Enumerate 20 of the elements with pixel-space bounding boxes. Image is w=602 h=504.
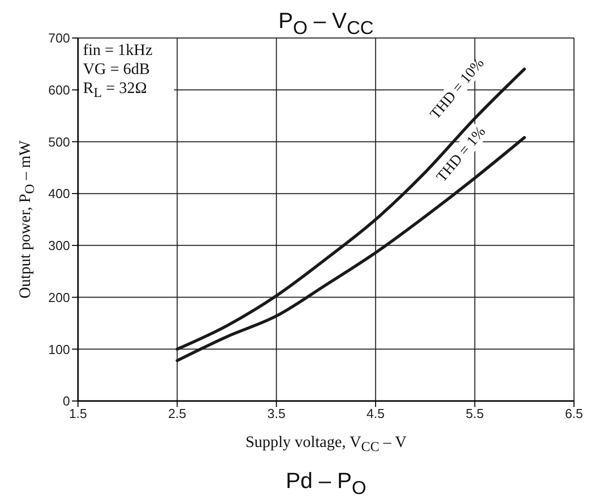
- x-tick-label: 4.5: [366, 406, 385, 422]
- y-tick-label: 300: [48, 238, 70, 254]
- y-tick-label: 0: [62, 394, 70, 409]
- chart-title: P$_{O}$ – V$_{CC}$: [278, 8, 374, 38]
- x-tick-label: 5.5: [466, 406, 484, 422]
- text: Pd – P$_{O}$: [286, 468, 366, 498]
- y-tick-label: 700: [48, 30, 70, 46]
- x-tick-label: 6.5: [564, 406, 584, 422]
- annotation: fin = 1kHz: [83, 42, 152, 59]
- y-tick-label: 400: [48, 186, 70, 202]
- y-tick-label: 600: [48, 82, 70, 98]
- annotation: R$_{L}$ = 32Ω: [83, 80, 148, 100]
- x-tick-label: 2.5: [168, 406, 186, 422]
- x-tick-label: 1.5: [68, 406, 88, 422]
- x-axis-title: Supply voltage, V$_{CC}$ – V: [245, 434, 407, 454]
- y-tick-label: 200: [48, 290, 70, 305]
- x-tick-label: 3.5: [267, 406, 286, 422]
- y-tick-label: 100: [48, 342, 70, 357]
- y-tick-label: 500: [48, 134, 70, 150]
- annotation: VG = 6dB: [83, 61, 150, 78]
